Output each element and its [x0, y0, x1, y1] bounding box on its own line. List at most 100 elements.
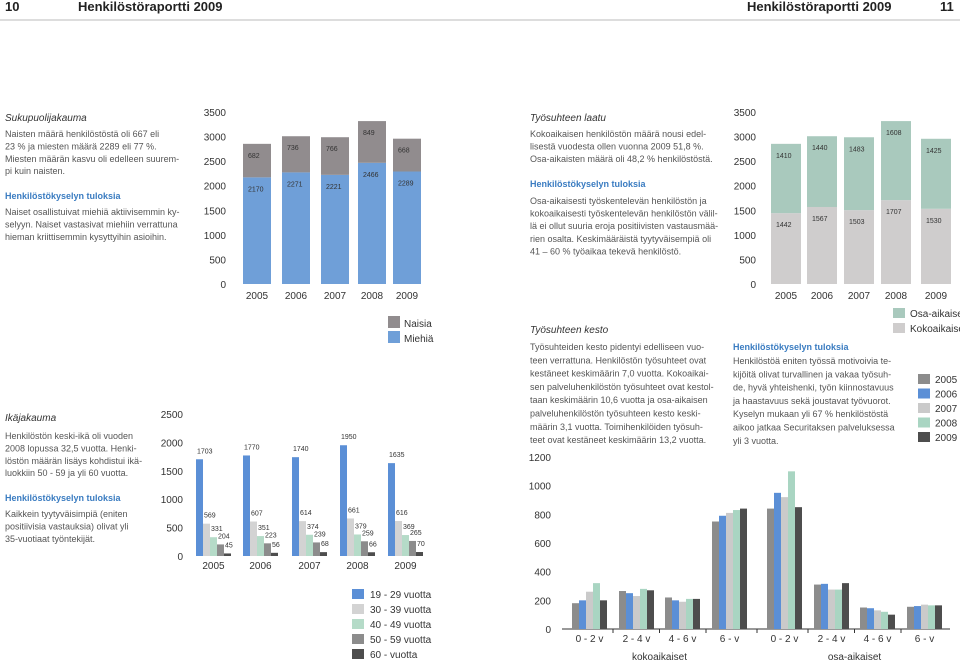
value-label: 736: [287, 145, 299, 152]
value-label: 607: [251, 511, 263, 518]
x-tick-label: 2005: [775, 291, 798, 302]
value-label: 1703: [197, 448, 213, 455]
bar: [402, 535, 409, 556]
bar: [733, 510, 740, 629]
value-label: 56: [272, 542, 280, 549]
page-number: 11: [940, 0, 954, 14]
bar: [907, 606, 914, 629]
body-line: sen palveluhenkilöstön työsuhteet ovat k…: [530, 382, 714, 392]
y-tick-label: 500: [166, 524, 183, 535]
bar: [306, 534, 313, 556]
value-label: 379: [355, 523, 367, 530]
value-label: 204: [218, 533, 230, 540]
body-line: löstön määrän lisäys kohdistui ikä-: [5, 456, 142, 466]
x-tick-label: 4 - 6 v: [669, 634, 697, 645]
y-tick-label: 200: [534, 596, 551, 607]
y-tick-label: 2500: [734, 157, 757, 168]
y-tick-label: 3000: [734, 133, 757, 144]
bar-segment: [358, 162, 386, 284]
legend-swatch: [352, 649, 364, 659]
y-tick-label: 500: [739, 255, 756, 266]
y-tick-label: 3000: [204, 133, 227, 144]
value-label: 1483: [849, 146, 865, 153]
bar-segment: [358, 121, 386, 163]
legend-label: 2006: [935, 390, 958, 401]
y-tick-label: 2000: [734, 182, 757, 193]
bar: [788, 471, 795, 629]
legend-swatch: [918, 403, 930, 413]
value-label: 351: [258, 525, 270, 532]
legend-swatch: [893, 323, 905, 333]
value-label: 369: [403, 524, 415, 531]
legend-label: 2007: [935, 404, 958, 415]
body-line: 23 % ja miesten määrä 2289 eli 77 %.: [5, 141, 157, 151]
value-label: 2170: [248, 186, 264, 193]
section-title: Työsuhteen laatu: [530, 113, 606, 124]
legend-swatch: [918, 417, 930, 428]
y-tick-label: 0: [177, 552, 183, 563]
y-tick-label: 600: [534, 539, 551, 550]
body-line: Työsuhteiden kesto pidentyi edelliseen v…: [530, 342, 704, 352]
y-tick-label: 3500: [204, 108, 227, 119]
value-label: 569: [204, 513, 216, 520]
value-label: 1530: [926, 218, 942, 225]
survey-line: hieman kriittisemmin kysyttyihin asioihi…: [5, 232, 167, 242]
bar: [600, 600, 607, 629]
bar-segment: [243, 177, 271, 284]
value-label: 2221: [326, 184, 342, 191]
value-label: 1770: [244, 444, 260, 451]
bar: [888, 614, 895, 629]
bar: [640, 588, 647, 629]
bar: [299, 521, 306, 556]
legend-swatch: [352, 589, 364, 599]
bar-segment: [321, 174, 349, 284]
header-title: Henkilöstöraportti 2009: [747, 0, 892, 14]
survey-line: aikoo jatkaa Securitaksen palveluksessa: [733, 423, 895, 433]
bar: [828, 589, 835, 629]
survey-line: yli 3 vuotta.: [733, 436, 779, 446]
survey-line: Naiset osallistuivat miehiä aktiivisemmi…: [5, 207, 180, 217]
legend-swatch: [352, 604, 364, 614]
bar: [860, 607, 867, 629]
value-label: 1503: [849, 219, 865, 226]
bar: [767, 508, 774, 629]
bar: [250, 521, 257, 556]
value-label: 1740: [293, 446, 309, 453]
body-line: Osa-aikaisten määrä oli 48,2 % henkilöst…: [530, 154, 713, 164]
value-label: 849: [363, 130, 375, 137]
y-tick-label: 2000: [161, 438, 184, 449]
body-line: Miesten määrän kasvu oli edelleen suurem…: [5, 154, 179, 164]
bar: [388, 463, 395, 556]
bar: [881, 611, 888, 629]
x-tick-label: 6 - v: [720, 634, 739, 645]
bar: [928, 605, 935, 629]
survey-line: 41 – 60 % työaikaa tekevä henkilöstö.: [530, 246, 681, 256]
body-line: Kokoaikaisen henkilöstön määrä nousi ede…: [530, 129, 706, 139]
x-tick-label: 2 - 4 v: [818, 634, 846, 645]
value-label: 2271: [287, 181, 303, 188]
legend-label: 2008: [935, 419, 958, 430]
legend-label: 30 - 39 vuotta: [370, 605, 432, 616]
bar: [586, 591, 593, 629]
bar: [740, 508, 747, 629]
bar: [874, 610, 881, 629]
x-tick-label: 2005: [202, 561, 225, 572]
bar: [361, 541, 368, 556]
bar: [354, 534, 361, 556]
body-line: luokkiin 50 - 59 ja yli 60 vuotta.: [5, 468, 128, 478]
bar-segment: [844, 210, 874, 284]
survey-title: Henkilöstökyselyn tuloksia: [530, 179, 647, 189]
value-label: 1442: [776, 222, 792, 229]
group-label: osa-aikaiset: [828, 652, 882, 663]
value-label: 1950: [341, 434, 357, 441]
bar: [921, 604, 928, 629]
bar: [217, 544, 224, 556]
bar: [665, 597, 672, 629]
y-tick-label: 3500: [734, 108, 757, 119]
y-tick-label: 2500: [161, 410, 184, 421]
legend-label: 60 - vuotta: [370, 650, 418, 661]
bar: [647, 590, 654, 629]
bar: [409, 540, 416, 556]
bar: [368, 552, 375, 556]
x-tick-label: 0 - 2 v: [576, 634, 604, 645]
